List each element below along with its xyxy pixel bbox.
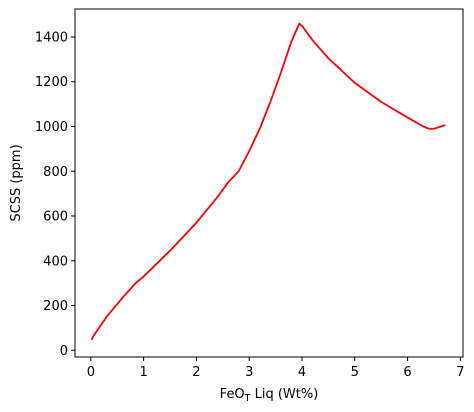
- x-tick-label: 6: [403, 365, 411, 380]
- x-tick-label: 1: [139, 365, 147, 380]
- x-axis-label: FeOT Liq (Wt%): [220, 387, 319, 404]
- y-tick-label: 1200: [35, 75, 68, 90]
- x-tick-label: 4: [298, 365, 306, 380]
- x-axis-ticks: 0 1 2 3 4 5 6 7: [87, 357, 465, 380]
- plot-frame: [74, 8, 464, 358]
- x-axis-label-suffix: Liq (Wt%): [250, 387, 318, 402]
- y-tick-label: 600: [43, 210, 68, 225]
- y-tick-label: 1400: [35, 30, 68, 45]
- series-layer: [90, 22, 446, 341]
- series-line-1: [90, 22, 446, 341]
- x-tick-label: 7: [456, 365, 464, 380]
- x-tick-label: 0: [87, 365, 95, 380]
- plot-area: [74, 8, 464, 358]
- x-tick-label: 5: [351, 365, 359, 380]
- x-tick-label: 2: [192, 365, 200, 380]
- y-tick-label: 1000: [35, 120, 68, 135]
- x-axis-label-subscript: T: [244, 393, 251, 404]
- y-tick-label: 400: [43, 254, 68, 269]
- x-axis-label-main: FeO: [220, 387, 245, 402]
- y-axis-ticks: 0 200 400 600 800 1000 1200 1400: [35, 30, 75, 359]
- y-tick-label: 800: [43, 165, 68, 180]
- x-tick-label: 3: [245, 365, 253, 380]
- y-axis-label: SCSS (ppm): [9, 144, 24, 221]
- y-tick-label: 0: [60, 344, 68, 359]
- y-tick-label: 200: [43, 299, 68, 314]
